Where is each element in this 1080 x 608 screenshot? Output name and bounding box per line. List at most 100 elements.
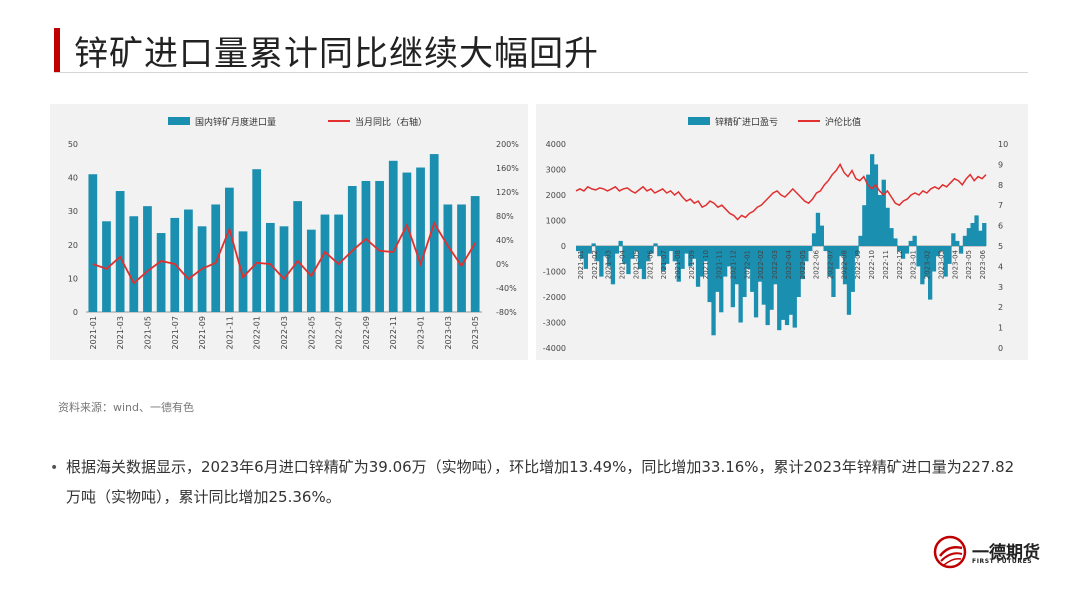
profit-area-segment	[897, 246, 902, 252]
profit-area-segment	[688, 246, 693, 267]
bar	[265, 222, 275, 312]
y-right-tick-label: 10	[998, 140, 1008, 149]
profit-area-segment	[974, 215, 979, 246]
profit-area-segment	[881, 179, 886, 246]
x-tick-label: 2022-01	[253, 316, 262, 349]
logo-icon	[933, 535, 967, 569]
bar	[429, 154, 439, 312]
profit-area-segment	[885, 207, 890, 247]
profit-area-segment	[599, 246, 604, 277]
bar	[211, 204, 221, 312]
x-tick-label: 2022-06	[813, 249, 821, 279]
profit-area-segment	[742, 246, 747, 297]
x-tick-label: 2021-12	[729, 250, 737, 279]
title-divider	[54, 72, 1028, 73]
profit-area-segment	[661, 246, 666, 272]
y-right-tick-label: 4	[998, 262, 1003, 271]
profit-area-segment	[870, 154, 875, 246]
bar	[156, 233, 166, 312]
profit-area-segment	[846, 246, 852, 315]
x-tick-label: 2023-01	[417, 316, 426, 349]
profit-area-segment	[753, 246, 759, 318]
profit-area-segment	[576, 246, 581, 252]
profit-area-segment	[579, 246, 585, 259]
profit-area-segment	[653, 243, 658, 246]
profit-area-segment	[730, 246, 735, 308]
y-right-tick-label: 5	[998, 242, 1003, 251]
source-note: 资料来源：wind、一德有色	[58, 401, 195, 414]
profit-area-segment	[684, 246, 689, 254]
y-left-tick-label: 4000	[546, 140, 566, 149]
profit-area-segment	[908, 240, 913, 246]
profit-area-segment	[769, 246, 774, 310]
profit-area-segment	[827, 246, 832, 277]
bar	[375, 180, 384, 312]
profit-area-segment	[889, 228, 894, 246]
profit-area-segment	[773, 246, 778, 285]
profit-area-segment	[672, 246, 677, 262]
profit-area-segment	[606, 246, 612, 267]
bar	[388, 160, 398, 312]
bar	[416, 167, 425, 312]
x-tick-label: 2021-02	[591, 250, 599, 279]
profit-area-segment	[900, 246, 906, 259]
profit-area-segment	[719, 246, 724, 313]
legend-label-bar: 国内锌矿月度进口量	[195, 116, 276, 128]
profit-area-segment	[680, 246, 685, 269]
x-tick-label: 2022-02	[757, 250, 765, 279]
profit-area-segment	[603, 246, 608, 257]
profit-area-segment	[746, 246, 751, 269]
profit-area-segment	[765, 246, 770, 326]
profit-area-segment	[808, 246, 813, 252]
profit-area-segment	[665, 246, 670, 264]
y-right-tick-label: 0%	[496, 260, 509, 269]
page-title: 锌矿进口量累计同比继续大幅回升	[74, 34, 599, 74]
profit-area-segment	[676, 246, 681, 282]
legend-label-line: 沪伦比值	[825, 116, 861, 128]
profit-area-segment	[715, 246, 720, 292]
profit-area-segment	[924, 246, 929, 277]
x-tick-label: 2022-01	[743, 250, 751, 279]
profit-area-segment	[839, 246, 844, 257]
profit-area-segment	[893, 238, 898, 246]
x-tick-label: 2023-05	[965, 250, 973, 279]
profit-area-segment	[645, 246, 650, 262]
profit-area-segment	[970, 223, 975, 246]
profit-area-segment	[591, 243, 596, 246]
x-tick-label: 2022-04	[785, 249, 793, 279]
x-tick-label: 2022-03	[771, 250, 779, 279]
bar	[238, 231, 248, 312]
profit-area-segment	[939, 246, 944, 252]
x-tick-label: 2023-02	[924, 250, 932, 279]
y-left-tick-label: 10	[68, 274, 78, 283]
profit-area-segment	[815, 212, 821, 246]
x-tick-label: 2023-01	[910, 250, 918, 279]
bar	[102, 221, 111, 312]
profit-area-segment	[792, 246, 797, 328]
profit-area-segment	[738, 246, 743, 323]
profit-area-segment	[796, 246, 801, 297]
profit-area-segment	[587, 246, 592, 254]
x-tick-label: 2022-08	[840, 250, 848, 279]
profit-area-segment	[850, 246, 855, 292]
x-tick-label: 2022-05	[307, 316, 316, 349]
profit-area-segment	[641, 246, 647, 280]
y-right-tick-label: 40%	[496, 236, 514, 245]
legend-label-area: 锌精矿进口盈亏	[715, 116, 778, 128]
y-right-tick-label: 1	[998, 324, 1003, 333]
y-left-tick-label: -2000	[543, 293, 566, 302]
profit-area-segment	[947, 246, 952, 264]
profit-area-segment	[699, 246, 705, 277]
bar	[402, 172, 412, 312]
profit-area-segment	[931, 246, 937, 272]
profit-area-segment	[877, 195, 882, 246]
y-left-tick-label: 50	[68, 140, 78, 149]
x-tick-label: 2022-10	[868, 250, 876, 279]
profit-area-segment	[858, 235, 863, 246]
profit-area-segment	[626, 246, 631, 275]
profit-area-segment	[649, 246, 654, 254]
profit-area-segment	[757, 246, 763, 282]
profit-area-segment	[831, 246, 836, 297]
y-right-tick-label: 200%	[496, 140, 519, 149]
profit-area-segment	[920, 246, 925, 285]
